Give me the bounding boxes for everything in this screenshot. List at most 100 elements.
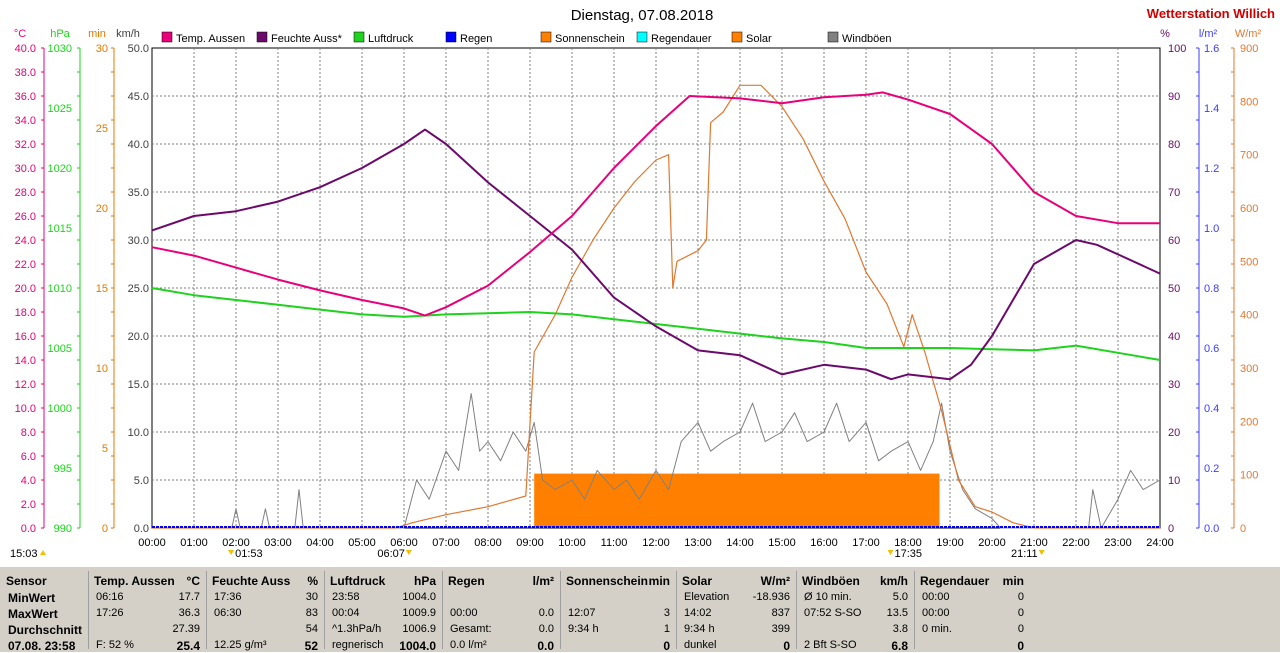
temp-axis-tick: 32.0: [15, 139, 36, 151]
stats-cell-label: regnerisch: [332, 639, 384, 651]
solar-axis-tick: 400: [1240, 310, 1258, 322]
stats-cell-value: 0: [1017, 591, 1024, 603]
pressure-axis-tick: 990: [54, 523, 72, 535]
stats-cell-label: F: 52 %: [96, 639, 134, 651]
sunshine-bar: [534, 473, 940, 528]
x-tick: 04:00: [306, 537, 334, 549]
minutes-axis-tick: 0: [102, 523, 108, 535]
stats-cell-value: 0: [1017, 623, 1024, 635]
stats-cell-value: 0.0: [537, 639, 554, 653]
stats-cell-label: 23:58: [332, 591, 360, 603]
rain-axis-tick: 0.6: [1204, 343, 1219, 355]
stats-unit: °C: [186, 574, 200, 588]
x-tick: 10:00: [558, 537, 586, 549]
unit-wm2: W/m²: [1235, 28, 1262, 40]
sunset-marker: [1038, 550, 1045, 555]
stats-cell-value: 1: [663, 623, 670, 635]
stats-cell-label: Ø 10 min.: [804, 591, 852, 603]
stats-cell-value: 0: [1017, 607, 1024, 619]
stats-cell-label: 9:34 h: [568, 623, 599, 635]
x-tick: 21:00: [1020, 537, 1048, 549]
pressure-axis-tick: 1025: [48, 103, 72, 115]
pressure-axis-tick: 1030: [48, 43, 72, 55]
stats-header: Regendauer: [920, 574, 990, 588]
temp-axis-tick: 22.0: [15, 259, 36, 271]
pressure-axis-tick: 1020: [48, 163, 72, 175]
stats-cell-value: 837: [771, 607, 790, 619]
x-tick: 07:00: [432, 537, 460, 549]
kmh-axis-tick: 50.0: [128, 43, 149, 55]
x-tick: 09:00: [516, 537, 544, 549]
stats-header: Sonnenschein: [566, 574, 649, 588]
stats-column: Sonnenschein min 12:07 3 9:34 h 1 0: [560, 569, 676, 653]
stats-cell-label: 00:00: [922, 607, 950, 619]
stats-separator: [560, 571, 561, 649]
x-tick: 00:00: [138, 537, 166, 549]
stats-cell-value: 0.0: [538, 607, 554, 619]
temp-axis-tick: 0.0: [21, 523, 36, 535]
stats-header: Feuchte Auss: [212, 574, 291, 588]
kmh-axis-tick: 5.0: [134, 475, 149, 487]
stats-column: Feuchte Auss% 17:36 30 06:30 83 54 12.25 g/m³ 5…: [206, 569, 324, 653]
rain-axis-tick: 0.4: [1204, 403, 1219, 415]
stats-column: Regendauer min 00:00 0 00:00 0 0 min. 0 0: [914, 569, 1030, 653]
minutes-axis-tick: 10: [96, 363, 108, 375]
stats-column: Luftdruck hPa 23:58 1004.0 00:04 1009.9 ^1.3hP…: [324, 569, 442, 653]
percent-axis-tick: 90: [1168, 91, 1180, 103]
stats-cell-label: 14:02: [684, 607, 712, 619]
rain-axis-tick: 0.8: [1204, 283, 1219, 295]
minutes-axis-tick: 30: [96, 43, 108, 55]
percent-axis-tick: 60: [1168, 235, 1180, 247]
stats-cell-value: 52: [304, 639, 318, 653]
stats-column: Sensor MinWert MaxWert Durchschnitt 07.08. 2…: [0, 569, 88, 653]
legend-swatch: [827, 31, 839, 43]
minutes-axis-tick: 20: [96, 203, 108, 215]
x-tick: 18:00: [894, 537, 922, 549]
legend-swatch: [445, 31, 457, 43]
temp-axis-tick: 28.0: [15, 187, 36, 199]
legend-swatch: [256, 31, 268, 43]
temp-axis-tick: 20.0: [15, 283, 36, 295]
temp-axis-tick: 40.0: [15, 43, 36, 55]
stats-cell-value: 83: [305, 607, 318, 619]
stats-header: Sensor: [6, 574, 47, 588]
temp-axis-tick: 36.0: [15, 91, 36, 103]
temp-axis-tick: 10.0: [15, 403, 36, 415]
unit-min: min: [88, 28, 106, 40]
pressure-axis-tick: 1010: [48, 283, 72, 295]
stats-cell-label: 00:00: [450, 607, 478, 619]
stats-separator: [324, 571, 325, 649]
percent-axis-tick: 80: [1168, 139, 1180, 151]
stats-cell-label: 0 min.: [922, 623, 952, 635]
solar-axis-tick: 300: [1240, 363, 1258, 375]
percent-axis-tick: 0: [1168, 523, 1174, 535]
temp-axis-tick: 16.0: [15, 331, 36, 343]
stats-cell-value: 0.0: [538, 623, 554, 635]
stats-column: Windböen km/h Ø 10 min. 5.0 07:52 S-SO 13.5 3.…: [796, 569, 914, 653]
temperature-line: [151, 91, 1160, 317]
x-tick: 20:00: [978, 537, 1006, 549]
legend-label: Sonnenschein: [555, 33, 625, 45]
temp-axis-tick: 4.0: [21, 475, 36, 487]
solar-axis-tick: 700: [1240, 150, 1258, 162]
unit-celsius: °C: [14, 28, 26, 40]
percent-axis-tick: 70: [1168, 187, 1180, 199]
x-tick: 03:00: [264, 537, 292, 549]
stats-separator: [796, 571, 797, 649]
x-tick: 24:00: [1146, 537, 1174, 549]
pressure-axis-tick: 1005: [48, 343, 72, 355]
x-tick: 05:00: [348, 537, 376, 549]
stats-separator: [914, 571, 915, 649]
stats-cell-value: 17.7: [178, 591, 200, 603]
stats-cell-value: 5.0: [892, 591, 908, 603]
stats-header: Temp. Aussen: [94, 574, 175, 588]
stats-cell-label: 17:36: [214, 591, 242, 603]
stats-cell-label: 12:07: [568, 607, 596, 619]
kmh-axis-tick: 10.0: [128, 427, 149, 439]
stats-cell-label: Elevation: [684, 591, 730, 603]
minutes-axis-tick: 15: [96, 283, 108, 295]
percent-axis-tick: 50: [1168, 283, 1180, 295]
stats-separator: [442, 571, 443, 649]
stats-row-label: MinWert: [8, 591, 56, 605]
percent-axis-tick: 40: [1168, 331, 1180, 343]
